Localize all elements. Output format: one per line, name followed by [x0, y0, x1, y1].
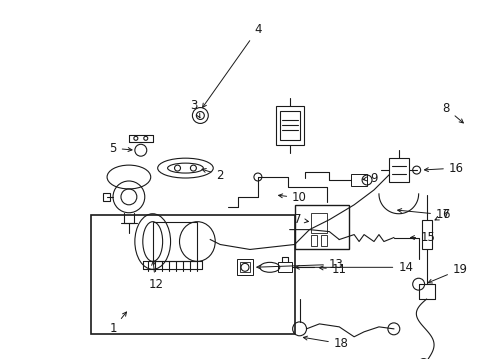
Bar: [240, 262, 249, 272]
Text: 12: 12: [148, 261, 163, 291]
Bar: [311, 213, 326, 233]
Text: 19: 19: [427, 263, 467, 283]
Text: 14: 14: [295, 261, 412, 274]
Text: 3: 3: [189, 99, 200, 118]
Text: 4: 4: [202, 23, 261, 107]
Bar: [321, 235, 326, 247]
Bar: [277, 262, 291, 272]
Bar: [311, 235, 317, 247]
Text: 7: 7: [293, 213, 308, 226]
Bar: [350, 174, 366, 186]
Text: 8: 8: [442, 102, 463, 123]
Bar: [91, 215, 294, 334]
Text: 17: 17: [397, 208, 450, 221]
Bar: [294, 205, 348, 249]
Text: 2: 2: [202, 168, 224, 181]
Text: 6: 6: [434, 208, 448, 221]
Text: 11: 11: [319, 263, 346, 276]
Text: 18: 18: [303, 336, 348, 350]
Bar: [152, 222, 197, 261]
Text: 15: 15: [410, 231, 435, 244]
Text: 1: 1: [109, 312, 126, 336]
Text: 10: 10: [278, 192, 306, 204]
Text: 5: 5: [109, 142, 132, 155]
Bar: [388, 158, 408, 182]
Text: 16: 16: [424, 162, 463, 175]
Text: 9: 9: [362, 171, 377, 185]
Bar: [103, 193, 110, 201]
Bar: [275, 105, 303, 145]
Bar: [279, 111, 299, 140]
Bar: [421, 220, 431, 249]
Text: 13: 13: [256, 258, 343, 271]
Bar: [237, 260, 252, 275]
